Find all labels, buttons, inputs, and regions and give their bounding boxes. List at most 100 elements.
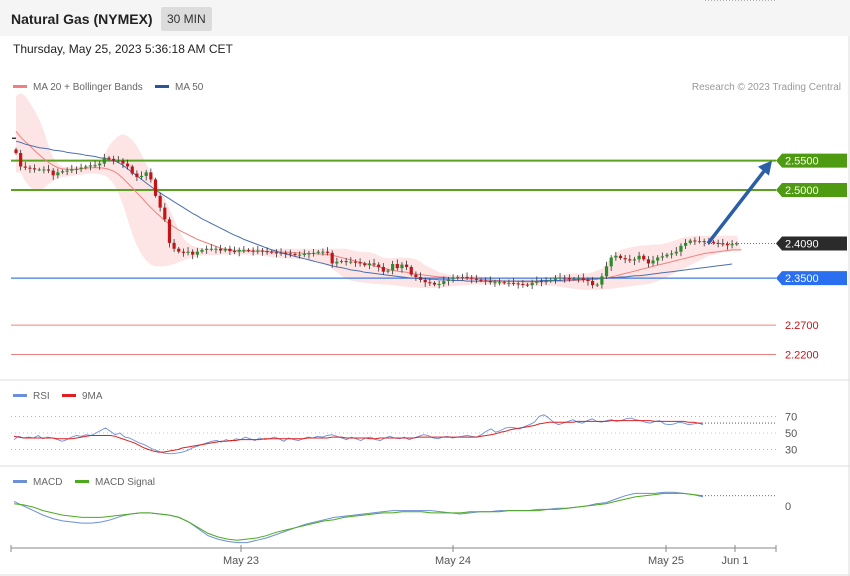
candle-body	[149, 172, 153, 180]
candle-body	[623, 258, 627, 260]
candle-body	[581, 278, 585, 280]
candle-body	[70, 169, 74, 171]
candle-body	[525, 284, 530, 286]
candle-body	[167, 219, 172, 243]
candle-body	[330, 252, 334, 264]
candle-body	[381, 266, 385, 272]
level-label-tag-resistance	[776, 153, 847, 168]
legend-swatch-ma20	[13, 85, 27, 88]
candle-body	[223, 248, 227, 251]
candle-body	[321, 251, 325, 253]
level-label-tag-resistance	[776, 183, 847, 197]
candle-body	[465, 276, 469, 278]
candle-body	[674, 251, 678, 254]
candle-body	[656, 257, 660, 261]
legend-swatch-rsi	[13, 394, 27, 397]
candlesticks	[12, 137, 739, 290]
candle-body	[93, 165, 97, 167]
candle-body	[42, 169, 46, 171]
legend-rsi-ma-label: 9MA	[82, 391, 103, 402]
level-labels: 2.5500 2.5000 2.4090 2.3500 2.2700 2.2200	[776, 153, 847, 362]
candle-body	[60, 171, 65, 173]
candle-body	[79, 167, 83, 169]
candle-body	[98, 163, 102, 166]
key-levels	[11, 0, 776, 355]
macd-line	[13, 491, 704, 544]
candle-body	[628, 259, 632, 261]
candle-body	[56, 172, 60, 176]
candle-body	[460, 276, 464, 278]
level-label-resistance: 2.5500	[785, 156, 819, 168]
candle-body	[214, 248, 218, 250]
candle-body	[177, 248, 181, 252]
candle-body	[139, 175, 144, 178]
candle-body	[181, 251, 185, 253]
candle-body	[563, 277, 567, 279]
interval-selector[interactable]: 30 MIN	[161, 7, 212, 31]
candle-body	[200, 249, 204, 252]
candle-body	[702, 241, 706, 243]
candle-body	[665, 254, 669, 257]
candle-body	[618, 255, 623, 259]
candle-body	[270, 251, 274, 253]
candle-body	[191, 251, 195, 255]
candle-body	[251, 250, 255, 252]
candle-body	[549, 279, 553, 282]
candle-body	[716, 242, 720, 244]
candle-body	[195, 251, 199, 255]
candle-body	[428, 282, 432, 284]
candle-body	[423, 279, 427, 283]
candle-body	[711, 241, 716, 243]
candle-body	[316, 251, 320, 253]
candle-body	[609, 257, 613, 267]
candle-body	[163, 207, 167, 220]
forecast-arrow-shaft	[706, 167, 768, 245]
candle-body	[325, 251, 330, 253]
candle-body	[242, 249, 246, 251]
chart-header: Natural Gas (NYMEX) 30 MIN	[0, 0, 850, 36]
candle-body	[121, 160, 125, 164]
legend-swatch-macd	[13, 480, 27, 483]
candle-body	[432, 282, 437, 285]
legend-ma50-label: MA 50	[175, 82, 204, 93]
candle-body	[298, 254, 302, 256]
candle-body	[735, 243, 739, 245]
candle-body	[335, 261, 339, 264]
candle-body	[544, 281, 548, 283]
candle-body	[265, 251, 269, 253]
candle-body	[391, 264, 395, 271]
candle-body	[260, 250, 265, 252]
candle-body	[172, 242, 176, 249]
candle-body	[414, 274, 418, 277]
candle-body	[237, 249, 241, 252]
candle-body	[511, 282, 516, 284]
candle-body	[688, 240, 692, 243]
candle-body	[186, 251, 190, 253]
level-label-support: 2.3500	[785, 273, 819, 285]
candle-body	[400, 264, 404, 269]
candle-body	[697, 241, 702, 243]
candle-body	[219, 248, 223, 251]
candle-body	[484, 280, 488, 282]
candle-body	[614, 255, 618, 258]
legend-swatch-ma50	[155, 85, 169, 88]
rsi-ma-line	[13, 420, 703, 453]
candle-body	[302, 254, 306, 256]
candle-body	[228, 248, 232, 252]
rsi-tick-label: 50	[785, 428, 797, 440]
candle-body	[284, 252, 288, 254]
forecast-arrow	[706, 160, 772, 245]
candle-body	[33, 168, 37, 170]
candle-body	[670, 253, 674, 255]
candle-body	[637, 255, 641, 260]
time-axis-label: May 25	[648, 555, 684, 567]
legend-swatch-rsi-ma	[62, 394, 76, 397]
candle-body	[679, 245, 683, 252]
candle-body	[372, 263, 376, 265]
candle-body	[144, 172, 148, 176]
candle-body	[386, 270, 390, 272]
candle-body	[730, 244, 734, 246]
candle-body	[130, 166, 134, 174]
rsi-line	[13, 414, 704, 455]
